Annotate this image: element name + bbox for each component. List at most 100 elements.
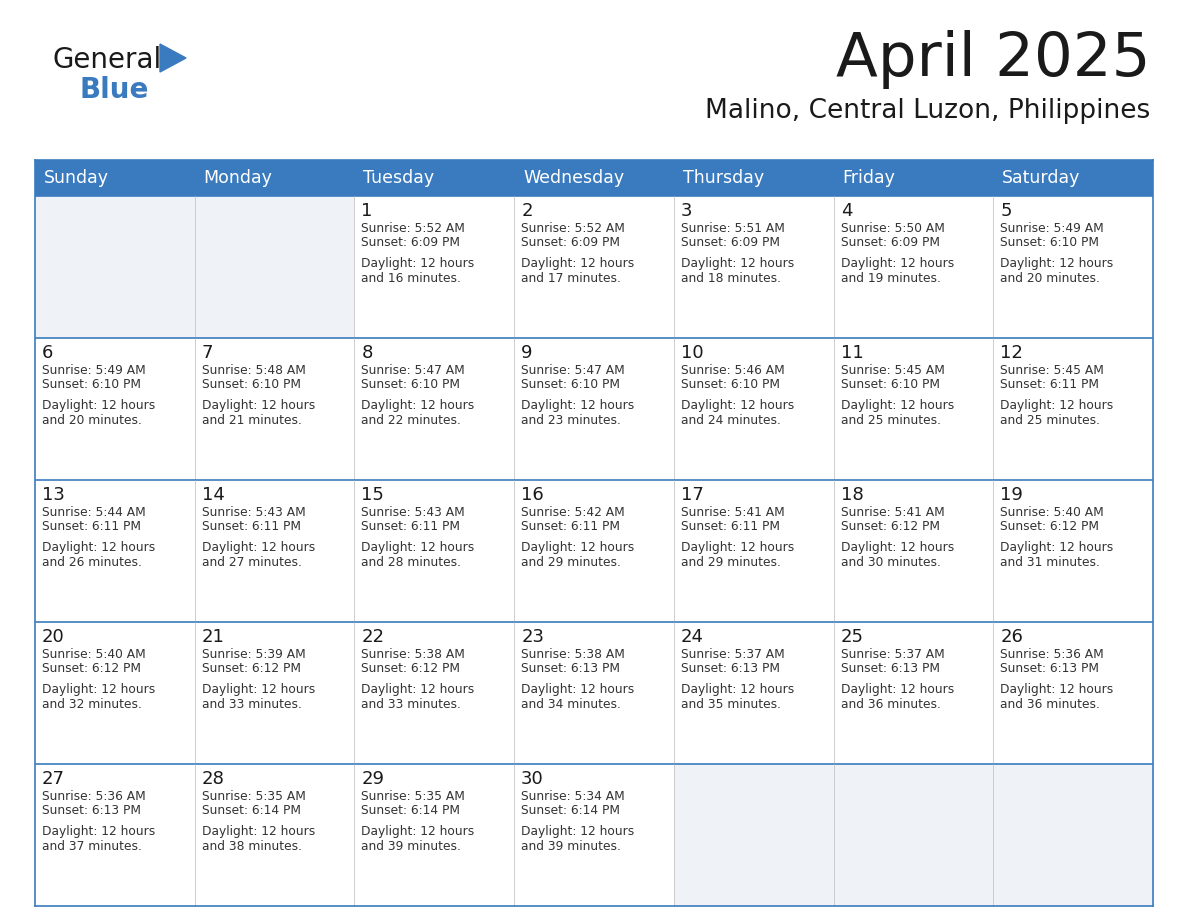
Text: and 19 minutes.: and 19 minutes. <box>841 272 941 285</box>
Bar <box>34 338 195 480</box>
Text: Sunset: 6:13 PM: Sunset: 6:13 PM <box>522 663 620 676</box>
Bar <box>195 480 354 622</box>
Text: Daylight: 12 hours: Daylight: 12 hours <box>361 541 475 554</box>
Bar <box>674 196 834 338</box>
Bar <box>514 196 674 338</box>
Bar <box>195 196 354 338</box>
Bar <box>993 622 1154 764</box>
Text: Sunrise: 5:48 AM: Sunrise: 5:48 AM <box>202 364 305 377</box>
Text: 3: 3 <box>681 202 693 220</box>
Bar <box>354 622 514 764</box>
Text: and 20 minutes.: and 20 minutes. <box>1000 272 1100 285</box>
Bar <box>195 160 354 196</box>
Bar <box>514 338 674 480</box>
Text: 17: 17 <box>681 486 703 504</box>
Text: Sunrise: 5:35 AM: Sunrise: 5:35 AM <box>202 790 305 803</box>
Text: Sunset: 6:11 PM: Sunset: 6:11 PM <box>42 521 141 533</box>
Text: Sunset: 6:10 PM: Sunset: 6:10 PM <box>42 378 141 391</box>
Text: and 39 minutes.: and 39 minutes. <box>361 839 461 853</box>
Text: 4: 4 <box>841 202 852 220</box>
Text: Sunrise: 5:46 AM: Sunrise: 5:46 AM <box>681 364 784 377</box>
Text: and 17 minutes.: and 17 minutes. <box>522 272 621 285</box>
Bar <box>195 764 354 906</box>
Text: 15: 15 <box>361 486 384 504</box>
Text: Sunrise: 5:47 AM: Sunrise: 5:47 AM <box>361 364 466 377</box>
Text: and 36 minutes.: and 36 minutes. <box>841 698 941 711</box>
Text: Daylight: 12 hours: Daylight: 12 hours <box>202 825 315 838</box>
Text: Sunset: 6:12 PM: Sunset: 6:12 PM <box>841 521 940 533</box>
Text: and 21 minutes.: and 21 minutes. <box>202 413 302 427</box>
Bar <box>195 622 354 764</box>
Text: Sunrise: 5:43 AM: Sunrise: 5:43 AM <box>202 506 305 519</box>
Bar <box>34 622 195 764</box>
Text: Daylight: 12 hours: Daylight: 12 hours <box>681 257 794 270</box>
Bar <box>354 764 514 906</box>
Bar <box>514 160 674 196</box>
Text: Sunset: 6:09 PM: Sunset: 6:09 PM <box>681 237 779 250</box>
Text: and 31 minutes.: and 31 minutes. <box>1000 555 1100 568</box>
Text: and 34 minutes.: and 34 minutes. <box>522 698 621 711</box>
Text: Sunrise: 5:39 AM: Sunrise: 5:39 AM <box>202 648 305 661</box>
Bar <box>34 480 195 622</box>
Text: Sunrise: 5:52 AM: Sunrise: 5:52 AM <box>361 222 466 235</box>
Text: Sunset: 6:10 PM: Sunset: 6:10 PM <box>202 378 301 391</box>
Bar <box>834 764 993 906</box>
Text: Thursday: Thursday <box>683 169 764 187</box>
Text: Sunset: 6:14 PM: Sunset: 6:14 PM <box>202 804 301 818</box>
Bar <box>674 480 834 622</box>
Text: 22: 22 <box>361 628 385 646</box>
Text: Daylight: 12 hours: Daylight: 12 hours <box>522 257 634 270</box>
Bar <box>354 338 514 480</box>
Text: and 30 minutes.: and 30 minutes. <box>841 555 941 568</box>
Text: 16: 16 <box>522 486 544 504</box>
Bar <box>354 480 514 622</box>
Text: Sunrise: 5:42 AM: Sunrise: 5:42 AM <box>522 506 625 519</box>
Bar <box>834 622 993 764</box>
Text: Daylight: 12 hours: Daylight: 12 hours <box>841 399 954 412</box>
Text: Sunset: 6:11 PM: Sunset: 6:11 PM <box>202 521 301 533</box>
Text: Sunrise: 5:40 AM: Sunrise: 5:40 AM <box>1000 506 1104 519</box>
Text: 20: 20 <box>42 628 65 646</box>
Bar <box>993 764 1154 906</box>
Text: 12: 12 <box>1000 344 1023 362</box>
Text: Sunset: 6:12 PM: Sunset: 6:12 PM <box>202 663 301 676</box>
Text: 1: 1 <box>361 202 373 220</box>
Text: Sunset: 6:11 PM: Sunset: 6:11 PM <box>1000 378 1099 391</box>
Bar <box>993 160 1154 196</box>
Bar <box>674 338 834 480</box>
Text: Sunrise: 5:43 AM: Sunrise: 5:43 AM <box>361 506 466 519</box>
Text: Sunrise: 5:47 AM: Sunrise: 5:47 AM <box>522 364 625 377</box>
Text: Sunset: 6:09 PM: Sunset: 6:09 PM <box>522 237 620 250</box>
Text: and 33 minutes.: and 33 minutes. <box>361 698 461 711</box>
Text: 30: 30 <box>522 770 544 788</box>
Text: Sunrise: 5:49 AM: Sunrise: 5:49 AM <box>1000 222 1104 235</box>
Text: Sunrise: 5:35 AM: Sunrise: 5:35 AM <box>361 790 466 803</box>
Text: Daylight: 12 hours: Daylight: 12 hours <box>681 683 794 696</box>
Text: Sunset: 6:10 PM: Sunset: 6:10 PM <box>522 378 620 391</box>
Bar <box>993 196 1154 338</box>
Text: Sunrise: 5:36 AM: Sunrise: 5:36 AM <box>1000 648 1104 661</box>
Text: 10: 10 <box>681 344 703 362</box>
Text: 26: 26 <box>1000 628 1023 646</box>
Text: Daylight: 12 hours: Daylight: 12 hours <box>42 541 156 554</box>
Bar <box>354 160 514 196</box>
Text: 8: 8 <box>361 344 373 362</box>
Text: Daylight: 12 hours: Daylight: 12 hours <box>202 683 315 696</box>
Bar <box>195 338 354 480</box>
Text: Sunrise: 5:45 AM: Sunrise: 5:45 AM <box>1000 364 1104 377</box>
Text: Sunset: 6:09 PM: Sunset: 6:09 PM <box>841 237 940 250</box>
Bar <box>34 196 195 338</box>
Text: Daylight: 12 hours: Daylight: 12 hours <box>1000 399 1113 412</box>
Text: Daylight: 12 hours: Daylight: 12 hours <box>361 825 475 838</box>
Text: Sunset: 6:10 PM: Sunset: 6:10 PM <box>1000 237 1099 250</box>
Text: 23: 23 <box>522 628 544 646</box>
Text: and 39 minutes.: and 39 minutes. <box>522 839 621 853</box>
Text: and 38 minutes.: and 38 minutes. <box>202 839 302 853</box>
Text: 21: 21 <box>202 628 225 646</box>
Bar <box>514 764 674 906</box>
Text: Sunrise: 5:41 AM: Sunrise: 5:41 AM <box>841 506 944 519</box>
Text: Sunrise: 5:37 AM: Sunrise: 5:37 AM <box>841 648 944 661</box>
Text: Sunset: 6:09 PM: Sunset: 6:09 PM <box>361 237 461 250</box>
Text: Saturday: Saturday <box>1003 169 1081 187</box>
Bar <box>834 338 993 480</box>
